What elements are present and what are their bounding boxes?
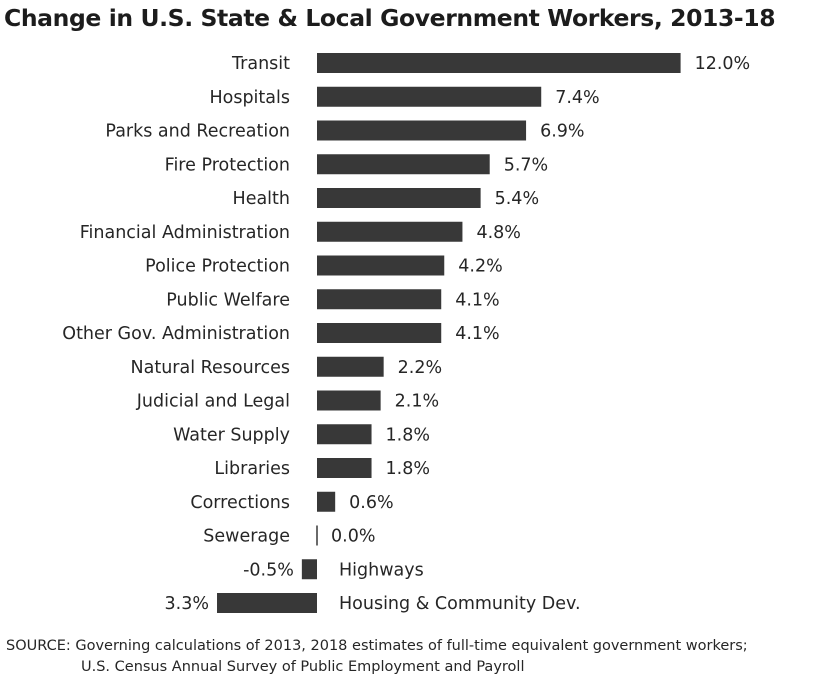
value-label-transit: 12.0%	[695, 54, 751, 74]
source-line-2: U.S. Census Annual Survey of Public Empl…	[81, 659, 525, 675]
value-label-libraries: 1.8%	[386, 459, 430, 479]
category-label-natural-resources: Natural Resources	[131, 358, 290, 378]
bar-corrections	[317, 491, 336, 512]
bar-judicial-and-legal	[317, 390, 381, 411]
value-label-other-gov-administration: 4.1%	[455, 324, 499, 344]
source-line-1: SOURCE: Governing calculations of 2013, …	[6, 638, 748, 654]
value-label-parks-and-recreation: 6.9%	[540, 122, 584, 142]
source-note: SOURCE: Governing calculations of 2013, …	[6, 636, 748, 678]
category-label-sewerage: Sewerage	[203, 527, 290, 547]
value-label-judicial-and-legal: 2.1%	[395, 392, 439, 412]
bar-water-supply	[317, 424, 372, 445]
value-label-public-welfare: 4.1%	[455, 290, 499, 310]
value-label-housing-and-community-dev: 3.3%	[165, 594, 209, 614]
bar-other-gov-administration	[317, 323, 442, 343]
value-label-sewerage: 0.0%	[331, 527, 375, 547]
bar-highways	[301, 559, 317, 580]
value-label-highways: -0.5%	[243, 560, 294, 580]
bar-fire-protection	[317, 154, 490, 175]
chart-title: Change in U.S. State & Local Government …	[4, 4, 776, 32]
bar-hospitals	[317, 86, 542, 107]
category-label-health: Health	[233, 189, 290, 209]
bar-parks-and-recreation	[317, 120, 527, 141]
bar-sewerage	[316, 525, 318, 546]
category-label-water-supply: Water Supply	[173, 425, 290, 445]
value-label-health: 5.4%	[495, 189, 539, 209]
category-label-highways: Highways	[339, 560, 424, 580]
value-label-police-protection: 4.2%	[458, 257, 502, 277]
bar-transit	[317, 53, 681, 73]
category-label-libraries: Libraries	[214, 459, 290, 479]
value-label-water-supply: 1.8%	[386, 425, 430, 445]
category-label-fire-protection: Fire Protection	[165, 155, 290, 175]
category-label-hospitals: Hospitals	[209, 88, 290, 108]
category-label-financial-administration: Financial Administration	[80, 223, 290, 243]
category-label-parks-and-recreation: Parks and Recreation	[105, 122, 290, 142]
category-label-corrections: Corrections	[190, 493, 290, 513]
value-label-hospitals: 7.4%	[555, 88, 599, 108]
category-label-police-protection: Police Protection	[145, 257, 290, 277]
bar-housing-and-community-dev	[217, 593, 317, 613]
value-label-corrections: 0.6%	[349, 493, 393, 513]
value-label-fire-protection: 5.7%	[504, 155, 548, 175]
value-label-financial-administration: 4.8%	[476, 223, 520, 243]
bar-libraries	[317, 458, 372, 478]
category-label-judicial-and-legal: Judicial and Legal	[136, 392, 290, 412]
category-label-other-gov-administration: Other Gov. Administration	[62, 324, 290, 344]
bar-health	[317, 188, 481, 208]
bar-natural-resources	[317, 356, 384, 377]
bar-public-welfare	[317, 289, 442, 310]
value-label-natural-resources: 2.2%	[398, 358, 442, 378]
category-label-public-welfare: Public Welfare	[166, 290, 290, 310]
category-label-transit: Transit	[231, 54, 290, 74]
bar-chart: Transit 12.0% Hospitals 7.4% Parks and Recre…	[62, 53, 751, 614]
bar-financial-administration	[317, 221, 463, 242]
bar-police-protection	[317, 255, 445, 276]
category-label-housing-and-community-dev: Housing & Community Dev.	[339, 594, 581, 614]
